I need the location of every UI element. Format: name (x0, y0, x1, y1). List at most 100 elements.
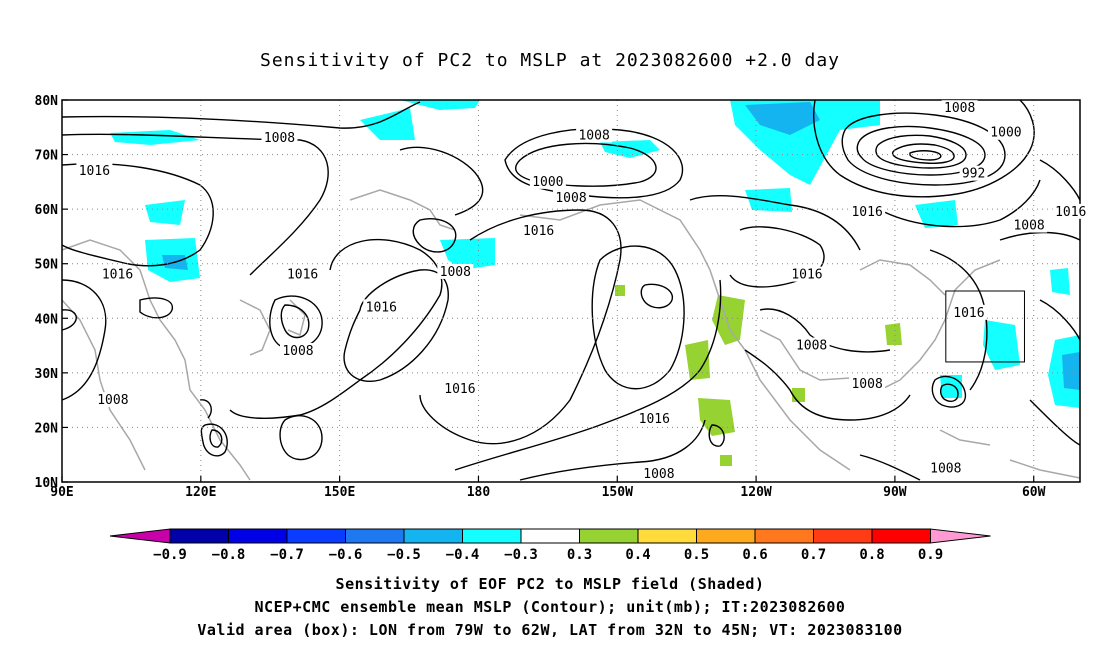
map-frame (61, 99, 1081, 483)
shade-patch (940, 375, 962, 398)
valid-area-box (945, 290, 1025, 363)
colorbar-label: −0.3 (504, 547, 538, 563)
lon-tick-label: 150W (602, 485, 633, 500)
contour-label: 1008 (796, 339, 827, 354)
colorbar-label: −0.9 (153, 547, 187, 563)
colorbar-swatch (696, 528, 756, 544)
contour-label-bg (1011, 217, 1048, 233)
shade-patch (1050, 268, 1070, 295)
colorbar-swatch (403, 528, 463, 544)
lat-tick-label: 70N (35, 149, 59, 164)
contour-label-bg (849, 375, 886, 391)
footer-line-contour: NCEP+CMC ensemble mean MSLP (Contour); u… (254, 598, 846, 616)
lon-tick-label: 60W (1022, 485, 1046, 500)
contour-label: 1016 (523, 224, 554, 239)
colorbar-label: 0.4 (625, 547, 650, 563)
contour-label-bg (94, 392, 131, 408)
contour-label-bg (363, 299, 400, 315)
colorbar-label: −0.7 (270, 547, 304, 563)
contour-label: 1008 (97, 393, 128, 408)
map-title: Sensitivity of PC2 to MSLP at 2023082600… (259, 50, 840, 71)
contour-label: 1016 (1055, 205, 1086, 220)
colorbar-swatch (813, 528, 873, 544)
contour-label-bg (793, 337, 830, 353)
coastlines (61, 189, 1081, 481)
colorbar-label: −0.8 (212, 547, 246, 563)
contour-label-bg (520, 222, 557, 238)
colorbar-swatch (169, 528, 229, 544)
contour-label: 1008 (643, 467, 674, 482)
contour-label: 1016 (366, 300, 397, 315)
colorbar-swatch (637, 528, 697, 544)
contour-label: 1008 (282, 344, 313, 359)
shade-positive (685, 340, 710, 380)
shade-patch (983, 320, 1020, 370)
mslp-contours (61, 99, 1081, 481)
sensitivity-shading (110, 100, 1080, 466)
contour-label: 1008 (851, 377, 882, 392)
contour-label-bg (99, 266, 136, 282)
contour-label: 1008 (930, 461, 961, 476)
contour-label: 1000 (990, 126, 1021, 141)
contour-label-bg (441, 381, 478, 397)
contour-label-bg (437, 263, 474, 279)
lat-lon-grid (62, 100, 1080, 482)
colorbar-label: 0.3 (567, 547, 592, 563)
colorbar-label: 0.5 (684, 547, 709, 563)
contour-label: 1008 (1013, 219, 1044, 234)
colorbar-label: −0.4 (446, 547, 480, 563)
shade-dark (1062, 352, 1080, 390)
contour-label: 1008 (555, 191, 586, 206)
contour-label: 1016 (444, 382, 475, 397)
shade-positive (615, 285, 625, 296)
contour-labels: 1008 1016 1016 1016 1008 1008 1016 1008 1008 1000… (76, 100, 1089, 482)
shade-patch (440, 238, 495, 270)
lon-tick-label: 90E (50, 485, 73, 500)
contour-label-bg (576, 127, 613, 143)
colorbar-swatch (579, 528, 639, 544)
sensitivity-map: 90E 120E 150E 180 150W 120W 90W 60W 10N 20N 30N 40N… (34, 94, 1089, 563)
contour-label-bg (987, 124, 1024, 140)
contour-label: 1016 (102, 268, 133, 283)
contour-label-bg (640, 465, 677, 481)
lat-tick-label: 10N (35, 476, 59, 491)
colorbar-swatch (286, 528, 346, 544)
lat-tick-label: 80N (35, 94, 59, 109)
contour-label: 1008 (264, 131, 295, 146)
contour-label-bg (636, 411, 673, 427)
contour-label-bg (950, 304, 987, 320)
lat-tick-label: 30N (35, 367, 59, 382)
colorbar-label: 0.7 (801, 547, 826, 563)
contour-label: 1016 (791, 268, 822, 283)
lon-tick-label: 120E (185, 485, 216, 500)
contour-label-bg (529, 173, 566, 189)
colorbar-swatch (462, 528, 522, 544)
colorbar-swatch (754, 528, 814, 544)
map-axes: 90E 120E 150E 180 150W 120W 90W 60W 10N 20N 30N 40N… (35, 94, 1046, 500)
lon-tick-label: 180 (467, 485, 491, 500)
colorbar-swatch (345, 528, 405, 544)
shade-dark (745, 102, 820, 135)
contour-label: 1016 (953, 306, 984, 321)
shade-patch (145, 200, 185, 225)
colorbar-swatch (520, 528, 580, 544)
contour-label-bg (927, 460, 964, 476)
shade-positive (885, 323, 902, 345)
lat-tick-label: 40N (35, 312, 59, 327)
contour-label-bg (1052, 203, 1089, 219)
lon-tick-label: 150E (324, 485, 355, 500)
contour-label: 1016 (287, 268, 318, 283)
shade-patch (915, 200, 958, 228)
colorbar-arrow-left (109, 528, 171, 544)
contour-label: 1008 (578, 128, 609, 143)
contour-label-bg (76, 162, 113, 178)
contour-label: 992 (962, 167, 985, 182)
shade-patch (745, 188, 792, 212)
lon-tick-label: 120W (740, 485, 771, 500)
contour-label-bg (788, 266, 825, 282)
contour-label: 1008 (944, 101, 975, 116)
shade-positive (698, 398, 735, 436)
colorbar-label: 0.8 (859, 547, 884, 563)
footer-line-shading: Sensitivity of EOF PC2 to MSLP field (Sh… (335, 575, 765, 593)
colorbar-swatch (871, 528, 931, 544)
